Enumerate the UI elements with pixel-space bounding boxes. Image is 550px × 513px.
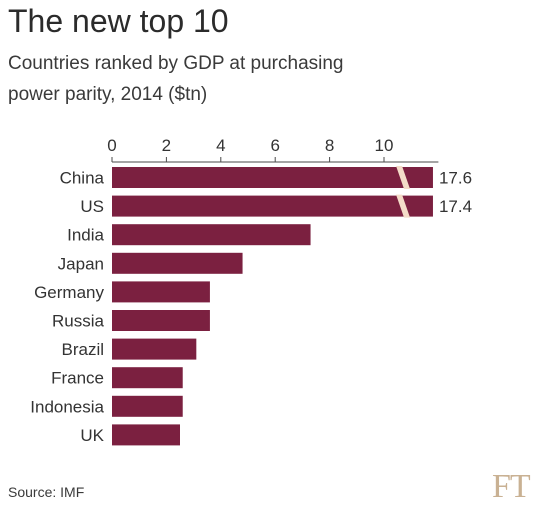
bar: [112, 252, 243, 274]
category-label: France: [51, 369, 104, 388]
category-label: Brazil: [61, 340, 104, 359]
bar: [112, 195, 433, 217]
x-tick-label: 0: [107, 136, 116, 155]
chart-subtitle: Countries ranked by GDP at purchasing po…: [8, 53, 344, 105]
bar: [112, 281, 210, 303]
chart-title: The new top 10: [8, 3, 229, 39]
data-label: 17.6: [439, 169, 472, 188]
source-note: Source: IMF: [8, 484, 85, 500]
category-label: US: [80, 197, 104, 216]
category-label: Japan: [58, 254, 104, 273]
bar-chart: 0 2 4 6 8 10 China 17.6 US 17.4 India Japan Germany R…: [30, 136, 472, 446]
category-label: Russia: [52, 312, 105, 331]
category-label: Germany: [34, 283, 104, 302]
bar: [112, 338, 197, 360]
category-label: UK: [80, 426, 104, 445]
data-label: 17.4: [439, 197, 472, 216]
x-tick-label: 10: [375, 136, 394, 155]
x-tick-label: 6: [270, 136, 279, 155]
category-label: India: [67, 226, 104, 245]
axis-break-mark: [396, 194, 411, 218]
x-tick-label: 4: [216, 136, 225, 155]
x-tick-label: 8: [325, 136, 334, 155]
bar: [112, 224, 311, 246]
bar: [112, 395, 183, 417]
ft-logo: FT: [492, 468, 531, 505]
bar: [112, 167, 433, 188]
bar: [112, 310, 210, 331]
category-label: China: [60, 169, 105, 188]
axis-break-mark: [396, 166, 411, 189]
bar: [112, 424, 180, 446]
category-label: Indonesia: [30, 397, 104, 416]
x-tick-label: 2: [162, 136, 171, 155]
bar: [112, 367, 183, 389]
